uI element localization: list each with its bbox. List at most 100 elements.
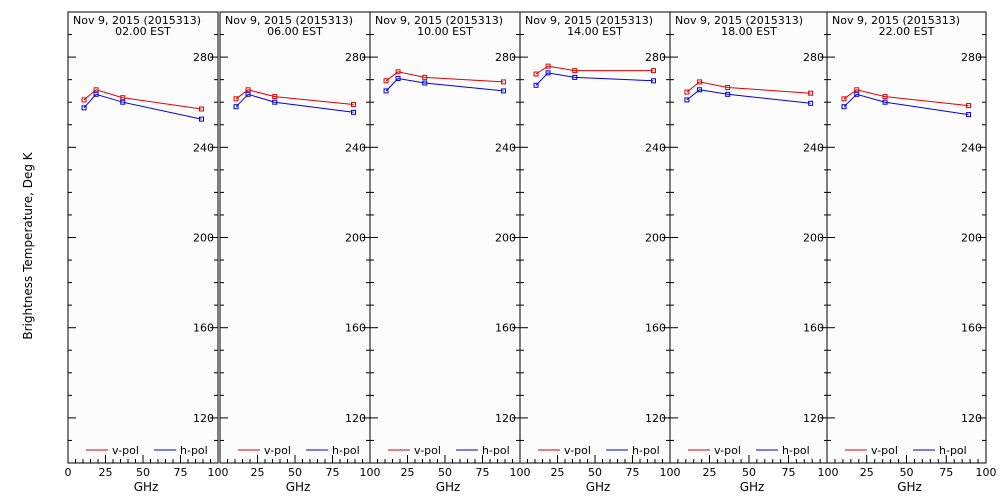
data-point-v-pol xyxy=(697,79,703,85)
data-point-v-pol xyxy=(395,69,401,75)
data-point-v-pol xyxy=(854,87,860,93)
x-axis-title: GHz xyxy=(134,480,159,494)
data-point-v-pol xyxy=(199,106,204,112)
data-point-h-pol xyxy=(651,78,656,84)
panel-4: 120 160 200 240 280 25 50 75 100 GHz Nov 9, 2015 (… xyxy=(519,11,681,494)
y-tick-label: 280 xyxy=(803,51,824,64)
x-tick-label: 75 xyxy=(782,466,796,479)
panel-subtitle: 14.00 EST xyxy=(567,25,623,38)
data-point-h-pol xyxy=(383,88,389,94)
data-point-h-pol xyxy=(966,112,972,118)
y-tick-label: 200 xyxy=(803,232,824,245)
x-tick-label: 75 xyxy=(476,466,490,479)
y-tick-label: 120 xyxy=(803,412,824,425)
data-point-v-pol xyxy=(81,97,87,103)
data-point-v-pol xyxy=(120,95,126,101)
y-tick-label: 160 xyxy=(193,322,214,335)
data-point-v-pol xyxy=(351,101,356,107)
y-tick-label: 160 xyxy=(803,322,824,335)
y-tick-label: 240 xyxy=(495,141,516,154)
series-line-v-pol xyxy=(843,89,969,107)
y-tick-label: 160 xyxy=(495,322,516,335)
panel-1: 120 160 200 240 280 0 25 50 75 100 GHz Nov 9, 2015 … xyxy=(65,11,229,494)
series-line-h-pol xyxy=(385,77,504,92)
y-tick-label: 120 xyxy=(495,412,516,425)
legend-label: v-pol xyxy=(264,444,291,457)
legend-label: h-pol xyxy=(180,444,208,457)
legend-label: h-pol xyxy=(782,444,810,457)
data-point-h-pol xyxy=(533,82,539,88)
data-point-v-pol xyxy=(533,71,539,77)
panel-frame xyxy=(369,11,521,464)
panel-frame xyxy=(519,11,671,464)
panel-5: 120 160 200 240 280 25 50 75 100 GHz Nov 9, 2015 (… xyxy=(669,11,839,494)
data-point-h-pol xyxy=(272,99,278,105)
y-tick-label: 280 xyxy=(345,51,366,64)
data-point-h-pol xyxy=(395,76,401,82)
legend-label: v-pol xyxy=(871,444,898,457)
y-axis-title: Brightness Temperature, Deg K xyxy=(21,151,35,339)
x-tick-label: 50 xyxy=(288,466,302,479)
y-tick-label: 280 xyxy=(495,51,516,64)
x-tick-label: 100 xyxy=(510,466,531,479)
y-tick-label: 120 xyxy=(345,412,366,425)
panel-title: Nov 9, 2015 (2015313) xyxy=(832,14,960,27)
data-point-h-pol xyxy=(854,91,860,97)
series-line-h-pol xyxy=(235,93,354,113)
series-line-v-pol xyxy=(385,71,504,83)
panel-title: Nov 9, 2015 (2015313) xyxy=(675,14,803,27)
y-tick-label: 160 xyxy=(961,322,982,335)
data-point-v-pol xyxy=(422,74,428,80)
x-tick-label: 25 xyxy=(401,466,415,479)
legend-label: v-pol xyxy=(564,444,591,457)
y-tick-label: 200 xyxy=(495,232,516,245)
panel-title: Nov 9, 2015 (2015313) xyxy=(525,14,653,27)
x-tick-label: 0 xyxy=(65,466,72,479)
data-point-h-pol xyxy=(697,87,703,93)
x-axis-title: GHz xyxy=(286,480,311,494)
x-tick-label: 75 xyxy=(326,466,340,479)
data-point-h-pol xyxy=(808,100,814,106)
y-tick-label: 240 xyxy=(345,141,366,154)
x-tick-label: 100 xyxy=(208,466,229,479)
x-tick-label: 100 xyxy=(818,466,839,479)
y-tick-label: 200 xyxy=(645,232,666,245)
x-axis-title: GHz xyxy=(436,480,461,494)
series-line-h-pol xyxy=(843,93,969,116)
y-tick-label: 120 xyxy=(193,412,214,425)
x-axis-title: GHz xyxy=(740,480,765,494)
data-point-v-pol xyxy=(684,89,690,95)
y-tick-label: 240 xyxy=(961,141,982,154)
y-tick-label: 240 xyxy=(803,141,824,154)
panel-subtitle: 02.00 EST xyxy=(115,25,171,38)
data-point-v-pol xyxy=(501,79,506,85)
data-point-h-pol xyxy=(93,91,99,97)
x-axis-title: GHz xyxy=(586,480,611,494)
series-line-v-pol xyxy=(83,89,202,110)
data-point-h-pol xyxy=(501,88,506,94)
y-tick-label: 200 xyxy=(193,232,214,245)
x-tick-label: 100 xyxy=(360,466,381,479)
x-tick-label: 25 xyxy=(860,466,874,479)
y-tick-label: 120 xyxy=(961,412,982,425)
panel-title: Nov 9, 2015 (2015313) xyxy=(375,14,503,27)
y-tick-label: 280 xyxy=(193,51,214,64)
panel-subtitle: 18.00 EST xyxy=(721,25,777,38)
data-point-h-pol xyxy=(233,104,239,110)
legend-label: h-pol xyxy=(939,444,967,457)
series-line-v-pol xyxy=(535,65,654,75)
legend-label: h-pol xyxy=(332,444,360,457)
x-tick-label: 50 xyxy=(438,466,452,479)
data-point-h-pol xyxy=(351,109,356,115)
data-point-h-pol xyxy=(199,116,204,122)
x-tick-label: 25 xyxy=(551,466,565,479)
series-line-h-pol xyxy=(535,72,654,86)
data-point-h-pol xyxy=(725,91,731,97)
panel-frame xyxy=(669,11,829,464)
x-tick-label: 100 xyxy=(976,466,997,479)
x-tick-label: 100 xyxy=(660,466,681,479)
series-line-v-pol xyxy=(686,81,811,94)
x-tick-label: 50 xyxy=(900,466,914,479)
data-point-h-pol xyxy=(572,74,578,80)
